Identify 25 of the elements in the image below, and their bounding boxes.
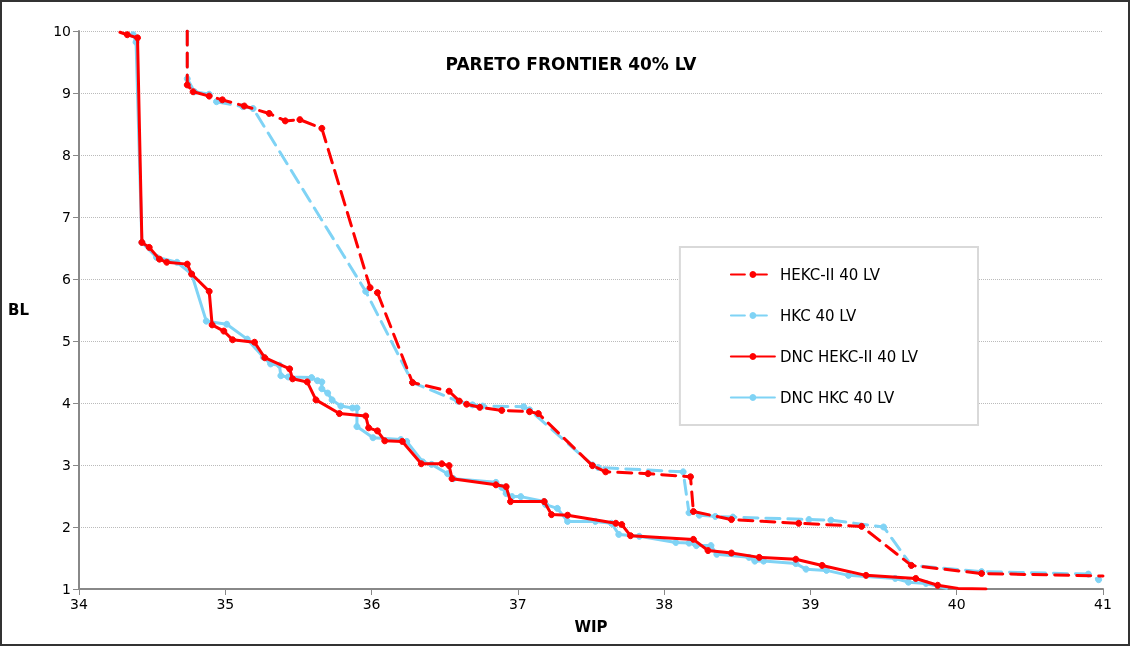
x-tick-label: 40 [947,596,966,612]
x-tick-label: 41 [1094,596,1112,612]
text: PARETO FRONTIER 40% LV [445,53,698,74]
y-axis-title: BL [8,301,30,319]
x-tick-label: 37 [508,596,527,612]
y-tick-label: 5 [62,333,71,349]
legend-label: HEKC-II 40 LV [779,265,881,284]
x-tick-label: 39 [801,596,820,612]
y-tick-label: 3 [62,457,71,473]
y-tick-label: 4 [62,395,72,411]
y-tick-label: 2 [62,519,71,535]
y-tick-label: 10 [53,23,71,39]
y-tick-label: 7 [62,209,71,225]
y-tick-label: 8 [62,147,71,163]
x-axis-title: WIP [574,617,608,636]
y-tick-label: 1 [62,581,71,597]
x-tick-label: 34 [70,596,88,612]
legend-label: HKC 40 LV [779,306,857,325]
x-tick-label: 35 [216,596,235,612]
x-tick-label: 36 [362,596,381,612]
y-tick-label: 9 [62,85,71,101]
y-tick-label: 6 [62,271,72,287]
x-tick-label: 38 [655,596,674,612]
legend-label: DNC HKC 40 LV [779,388,895,407]
legend-label: DNC HEKC-II 40 LV [779,347,919,366]
